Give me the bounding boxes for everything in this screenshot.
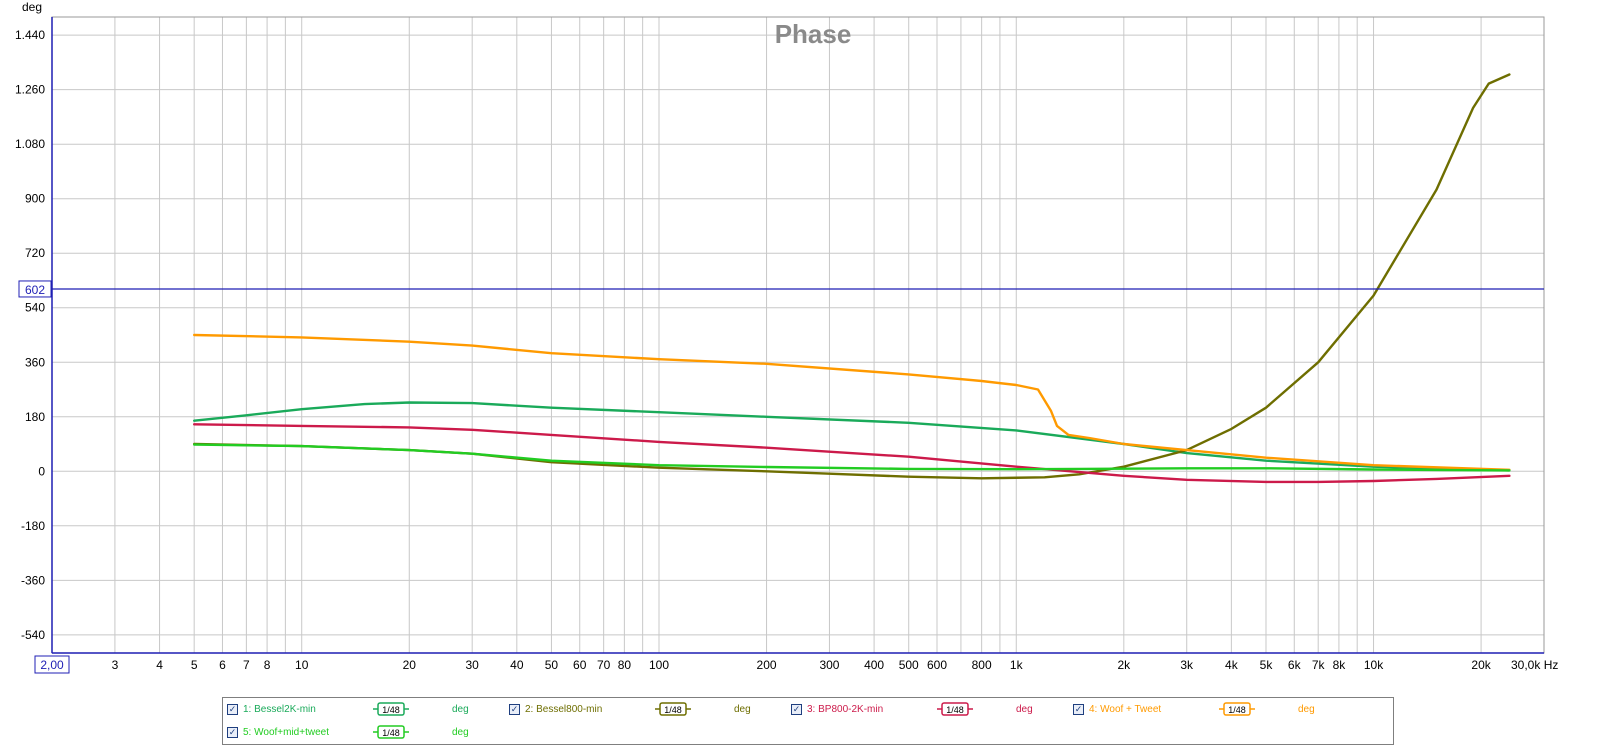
x-tick-label: 30 [466,658,480,672]
legend-item: ✓ 3: BP800-2K-min [791,700,883,718]
legend-unit: deg [452,704,469,715]
series-line-woof-mid-tweet [193,443,1511,472]
y-tick-label: 1.080 [15,137,45,151]
x-tick-label: 6 [219,658,226,672]
x-tick-label: 1k [1010,658,1024,672]
x-tick-label: 800 [972,658,992,672]
x-tick-label: 100 [649,658,669,672]
legend-unit: deg [1298,704,1315,715]
y-axis-unit: deg [22,0,42,14]
legend-item: ✓ 5: Woof+mid+tweet [227,723,329,741]
legend-unit: deg [1016,704,1033,715]
y-tick-label: 1.440 [15,28,45,42]
y-tick-label: -360 [21,573,45,587]
smoothing-value: 1/48 [946,705,964,715]
y-tick-label: 180 [25,410,45,424]
plot-frame [51,16,1545,654]
legend-item: ✓ 4: Woof + Tweet [1073,700,1161,718]
y-tick-label: 1.260 [15,83,45,97]
x-tick-label: 3k [1180,658,1194,672]
smoothing-icon[interactable]: 1/48 [1219,702,1255,716]
legend-unit: deg [452,727,469,738]
series-line-bessel800-min [193,73,1511,480]
x-tick-label: 6k [1288,658,1302,672]
x-tick-label: 500 [899,658,919,672]
series-line-woof-tweet [193,333,1511,471]
legend-label: 3: BP800-2K-min [807,703,884,715]
legend-label: 2: Bessel800-min [525,703,603,715]
x-start-box[interactable]: 2,00 [34,655,70,674]
x-tick-label: 4 [156,658,163,672]
x-tick-label: 2k [1117,658,1131,672]
y-tick-label: -540 [21,628,45,642]
legend-panel: ✓ 1: Bessel2K-min 1/48 deg ✓ 2: Bessel800-min… [222,697,1394,745]
series-group [193,73,1511,484]
checkbox-icon[interactable]: ✓ [1073,703,1084,715]
x-tick-label: 10 [295,658,309,672]
series-line-bessel2k-min [193,401,1511,472]
x-tick-label: 4k [1225,658,1239,672]
legend-item: ✓ 1: Bessel2K-min [227,700,316,718]
x-tick-label: 70 [597,658,611,672]
smoothing-icon[interactable]: 1/48 [937,702,973,716]
smoothing-value: 1/48 [382,728,400,738]
x-tick-label: 5k [1260,658,1274,672]
x-tick-label: 300 [819,658,839,672]
y-tick-label: 360 [25,355,45,369]
legend-label: 4: Woof + Tweet [1089,703,1162,715]
x-end-label: 30,0k Hz [1511,658,1558,672]
checkbox-icon[interactable]: ✓ [227,726,238,738]
y-tick-label: 720 [25,246,45,260]
legend-label: 5: Woof+mid+tweet [243,726,329,738]
y-tick-label: -180 [21,519,45,533]
x-start-value: 2,00 [40,658,64,672]
x-tick-label: 8 [264,658,271,672]
phase-chart: 602 -540-360-18001803605407209001.0801.2… [15,0,1558,674]
x-tick-label: 20 [403,658,417,672]
x-tick-label: 8k [1333,658,1347,672]
smoothing-value: 1/48 [1228,705,1246,715]
y-tick-label: 0 [38,464,45,478]
y-tick-label: 540 [25,301,45,315]
smoothing-value: 1/48 [664,705,682,715]
series-line-bp800-2k-min [193,423,1511,484]
smoothing-icon[interactable]: 1/48 [655,702,691,716]
x-tick-label: 600 [927,658,947,672]
x-tick-label: 20k [1471,658,1491,672]
legend-item: ✓ 2: Bessel800-min [509,700,602,718]
y-tick-label: 900 [25,192,45,206]
x-tick-label: 60 [573,658,587,672]
smoothing-icon[interactable]: 1/48 [373,702,409,716]
x-tick-label: 5 [191,658,198,672]
x-tick-label: 40 [510,658,524,672]
y-grid [52,34,1544,636]
smoothing-icon[interactable]: 1/48 [373,725,409,739]
x-tick-label: 7 [243,658,250,672]
legend-unit: deg [734,704,751,715]
legend-label: 1: Bessel2K-min [243,703,316,715]
x-grid [114,17,1482,653]
x-tick-label: 50 [545,658,559,672]
cursor-value: 602 [25,283,45,297]
x-tick-label: 10k [1364,658,1384,672]
x-tick-label: 80 [618,658,632,672]
x-tick-label: 7k [1312,658,1326,672]
x-tick-label: 400 [864,658,884,672]
x-tick-label: 3 [112,658,119,672]
smoothing-value: 1/48 [382,705,400,715]
x-tick-label: 200 [757,658,777,672]
x-tick-labels: 3 4 5 6 7 8 10 20 30 40 50 60 70 80 100 200 300 400 500 600… [112,658,1492,672]
checkbox-icon[interactable]: ✓ [509,703,520,715]
cursor-value-box[interactable]: 602 [18,280,52,298]
chart-title: Phase [775,19,852,49]
y-tick-labels: -540 -360 -180 0 180 360 540 720 900 1.080 1.260 1.… [15,28,45,642]
checkbox-icon[interactable]: ✓ [791,703,802,715]
checkbox-icon[interactable]: ✓ [227,703,238,715]
